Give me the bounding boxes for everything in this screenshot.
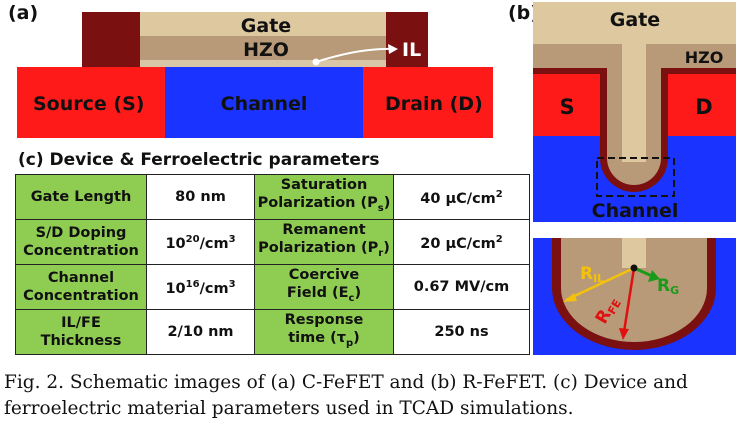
hzo-label: HZO — [243, 39, 289, 61]
table-cell-label: Response time (τp) — [254, 309, 394, 355]
table-cell-value: 40 μC/cm2 — [393, 174, 530, 220]
panel-a-label: (a) — [8, 2, 39, 24]
figure-caption: Fig. 2. Schematic images of (a) C-FeFET … — [4, 372, 688, 419]
table-cell-label: Remanent Polarization (Pr) — [254, 219, 394, 265]
il-label: IL — [402, 39, 421, 61]
table-cell-value: 1020/cm3 — [146, 219, 255, 265]
table-row: Channel Concentration 1016/cm3 Coercive Fi… — [15, 264, 530, 310]
table-cell-label: Coercive Field (Ec) — [254, 264, 394, 310]
table-cell-label: Gate Length — [15, 174, 147, 220]
drain-region — [363, 67, 493, 138]
gate-electrode-b — [533, 2, 736, 44]
table-cell-value: 250 ns — [393, 309, 530, 355]
table-cell-value: 0.67 MV/cm — [393, 264, 530, 310]
table-title: (c) Device & Ferroelectric parameters — [18, 150, 380, 170]
channel-label-b: Channel — [592, 200, 679, 222]
r-fe-arrow — [622, 267, 636, 333]
source-region — [17, 67, 165, 138]
source-label: Source (S) — [33, 93, 144, 115]
table-cell-value: 80 nm — [146, 174, 255, 220]
table-cell-value: 20 μC/cm2 — [393, 219, 530, 265]
panel-a-schematic: Gate HZO IL Source (S) Channel Drain (D) — [17, 12, 493, 138]
il-layer — [140, 60, 386, 67]
source-label-b: S — [559, 95, 574, 119]
table-cell-label: Saturation Polarization (Ps) — [254, 174, 394, 220]
hzo-layer — [140, 36, 386, 60]
r-il-arrow — [565, 266, 635, 302]
table-row: Gate Length 80 nm Saturation Polarization… — [15, 174, 530, 220]
gate-label-b: Gate — [610, 9, 660, 31]
panel-b-label: (b) — [508, 2, 539, 24]
r-g-label: RG — [657, 276, 679, 297]
drain-label: Drain (D) — [385, 93, 483, 115]
hzo-label-b: HZO — [685, 48, 724, 67]
table-cell-label: S/D Doping Concentration — [15, 219, 147, 265]
gate-label: Gate — [241, 15, 291, 37]
drain-label-b: D — [695, 95, 712, 119]
gate-electrode — [140, 12, 386, 36]
table-row: S/D Doping Concentration 1020/cm3 Remanen… — [15, 219, 530, 265]
table-cell-value: 1016/cm3 — [146, 264, 255, 310]
channel-label: Channel — [221, 93, 308, 115]
zoom-box — [596, 157, 675, 197]
panel-b-schematic: Gate HZO S D Channel RIL RG RFE — [533, 2, 736, 355]
table-cell-label: IL/FE Thickness — [15, 309, 147, 355]
r-il-label: RIL — [580, 264, 604, 285]
drain-region-b — [668, 74, 736, 136]
channel-region — [165, 67, 363, 138]
parameters-table: Gate Length 80 nm Saturation Polarization… — [15, 174, 530, 355]
table-cell-value: 2/10 nm — [146, 309, 255, 355]
table-row: IL/FE Thickness 2/10 nm Response time (τp)… — [15, 309, 530, 355]
source-region-b — [533, 74, 601, 136]
il-pointer-arrow — [315, 47, 393, 63]
table-cell-label: Channel Concentration — [15, 264, 147, 310]
